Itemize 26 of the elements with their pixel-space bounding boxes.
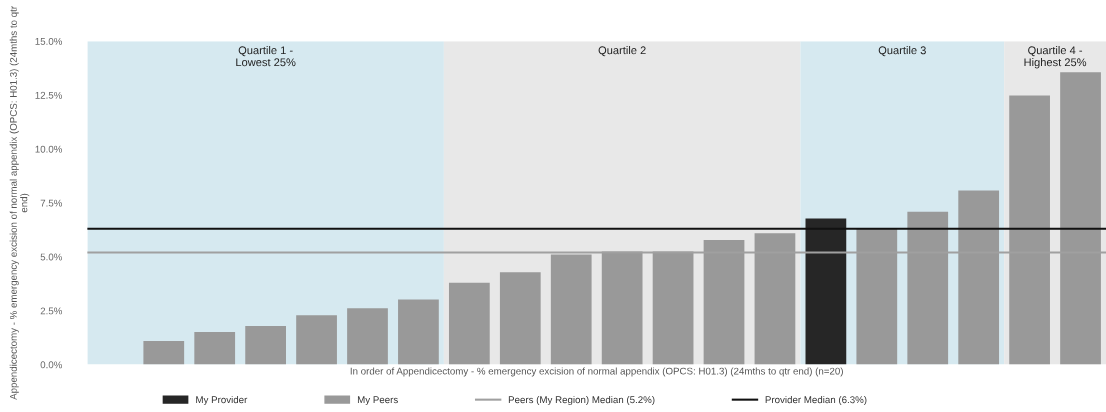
y-axis-title: Appendicectomy - % emergency excision of normal appendix (OPCS: H01.3) (24mths to qtr end) — [9, 6, 30, 400]
legend-label: Peers (My Region) Median (5.2%) — [508, 396, 655, 406]
y-tick-label: 15.0% — [35, 37, 63, 45]
y-tick-label: 5.0% — [40, 253, 63, 261]
bar — [194, 332, 236, 365]
y-tick-label: 0.0% — [40, 361, 63, 369]
annotation: Quartile 2 — [598, 46, 646, 57]
y-tick-label: 12.5% — [35, 91, 63, 99]
x-axis-title: In order of Appendicectomy - % emergency excision of normal appendix (OPCS: H01.3) (24mths to qtr end) (n=20) — [350, 367, 843, 377]
y-tick-label: 2.5% — [40, 307, 63, 315]
y-tick-label: 7.5% — [40, 199, 63, 207]
bar — [805, 218, 847, 365]
bar — [398, 299, 439, 365]
bar — [245, 326, 287, 365]
legend-label: My Provider — [196, 396, 248, 406]
annotation: Quartile 4 - Highest 25% — [1024, 46, 1087, 69]
bar — [296, 315, 337, 365]
bar — [347, 308, 388, 365]
legend-label: Provider Median (6.3%) — [765, 396, 867, 406]
annotation: Quartile 1 - Lowest 25% — [236, 46, 296, 67]
y-tick-label: 10.0% — [35, 145, 63, 153]
legend-label: My Peers — [357, 396, 398, 406]
bar — [499, 272, 541, 365]
bar — [143, 341, 185, 365]
bar — [448, 282, 490, 365]
annotation: Quartile 3 — [878, 46, 926, 57]
